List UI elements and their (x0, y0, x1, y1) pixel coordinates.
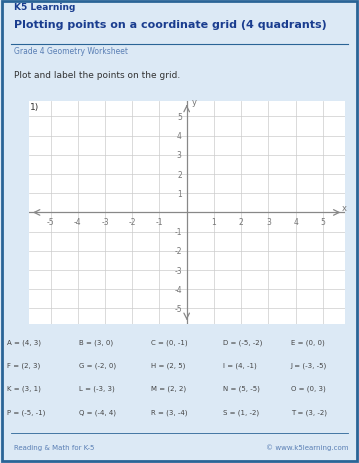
Text: Reading & Math for K-5: Reading & Math for K-5 (14, 444, 95, 450)
Text: -1: -1 (174, 228, 182, 237)
Text: x: x (342, 203, 346, 212)
Text: -5: -5 (47, 217, 54, 226)
Text: Q = (-4, 4): Q = (-4, 4) (79, 408, 116, 415)
Text: K5 Learning: K5 Learning (14, 3, 76, 12)
Text: -3: -3 (101, 217, 109, 226)
Text: 2: 2 (177, 170, 182, 179)
Text: 4: 4 (177, 132, 182, 141)
Text: L = (-3, 3): L = (-3, 3) (79, 385, 115, 392)
Text: 1: 1 (211, 217, 216, 226)
Text: R = (3, -4): R = (3, -4) (151, 408, 187, 415)
Text: Plot and label the points on the grid.: Plot and label the points on the grid. (14, 71, 181, 80)
Text: C = (0, -1): C = (0, -1) (151, 338, 187, 345)
Text: 4: 4 (293, 217, 298, 226)
Text: F = (2, 3): F = (2, 3) (7, 362, 41, 368)
Text: S = (1, -2): S = (1, -2) (223, 408, 259, 415)
Text: Grade 4 Geometry Worksheet: Grade 4 Geometry Worksheet (14, 47, 129, 56)
Text: M = (2, 2): M = (2, 2) (151, 385, 186, 392)
Text: 5: 5 (177, 113, 182, 122)
Text: y: y (192, 98, 197, 107)
Text: © www.k5learning.com: © www.k5learning.com (266, 444, 348, 450)
Text: 5: 5 (321, 217, 325, 226)
Text: H = (2, 5): H = (2, 5) (151, 362, 185, 368)
Text: Plotting points on a coordinate grid (4 quadrants): Plotting points on a coordinate grid (4 … (14, 20, 327, 31)
Text: -1: -1 (156, 217, 163, 226)
Text: -5: -5 (174, 304, 182, 313)
Text: -4: -4 (174, 285, 182, 294)
Text: G = (-2, 0): G = (-2, 0) (79, 362, 116, 368)
Text: O = (0, 3): O = (0, 3) (291, 385, 326, 392)
Text: T = (3, -2): T = (3, -2) (291, 408, 327, 415)
Text: J = (-3, -5): J = (-3, -5) (291, 362, 327, 368)
Text: B = (3, 0): B = (3, 0) (79, 338, 113, 345)
Text: 1: 1 (177, 189, 182, 198)
Text: -2: -2 (129, 217, 136, 226)
Text: -2: -2 (174, 247, 182, 256)
Text: 3: 3 (266, 217, 271, 226)
Text: I = (4, -1): I = (4, -1) (223, 362, 256, 368)
Text: 1): 1) (30, 103, 39, 112)
Text: A = (4, 3): A = (4, 3) (7, 338, 41, 345)
Text: -4: -4 (74, 217, 81, 226)
Text: N = (5, -5): N = (5, -5) (223, 385, 260, 392)
Text: D = (-5, -2): D = (-5, -2) (223, 338, 262, 345)
Text: K = (3, 1): K = (3, 1) (7, 385, 41, 392)
Text: P = (-5, -1): P = (-5, -1) (7, 408, 46, 415)
Text: E = (0, 0): E = (0, 0) (291, 338, 325, 345)
Text: 2: 2 (239, 217, 243, 226)
Text: 3: 3 (177, 151, 182, 160)
Text: -3: -3 (174, 266, 182, 275)
